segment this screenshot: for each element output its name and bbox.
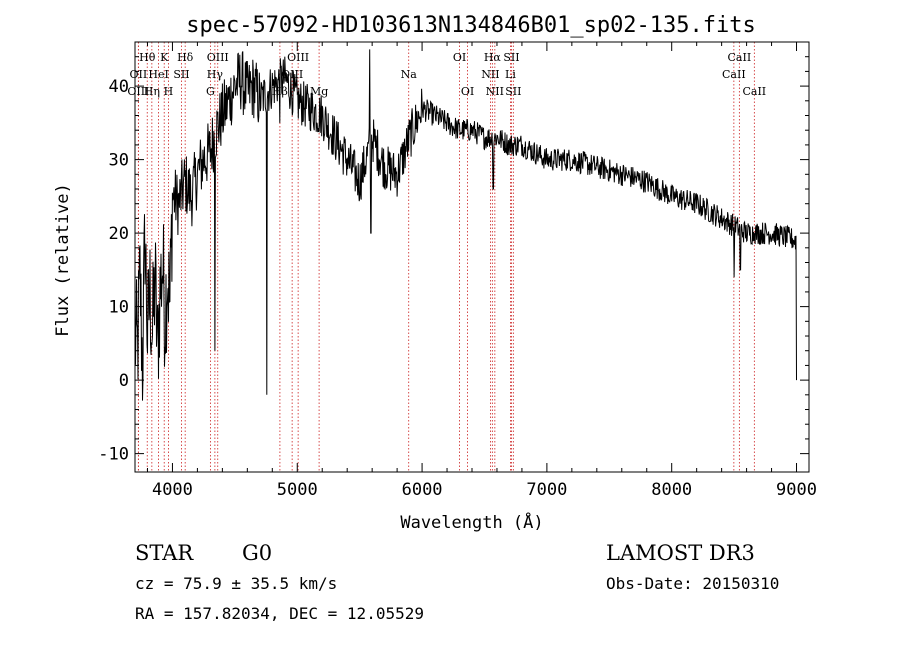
survey-name: LAMOST DR3 xyxy=(606,541,755,565)
line-marker-label-19: Hα xyxy=(484,51,502,64)
line-marker-label-18: OI xyxy=(461,85,474,98)
y-tick-label: 40 xyxy=(109,77,129,97)
object-class: STAR xyxy=(135,541,194,565)
y-tick-label: -10 xyxy=(98,445,129,465)
y-tick-label: 0 xyxy=(119,371,129,391)
x-tick-label: 4000 xyxy=(152,480,193,500)
line-marker-label-25: CaII xyxy=(728,51,752,64)
obs-date-text: Obs-Date: 20150310 xyxy=(606,574,779,593)
x-axis-label: Wavelength (Å) xyxy=(400,511,543,533)
y-tick-label: 20 xyxy=(109,224,129,244)
line-marker-label-11: G xyxy=(206,85,215,98)
line-marker-label-16: Na xyxy=(401,68,418,81)
line-marker-label-26: CaII xyxy=(722,68,746,81)
line-marker-label-27: CaII xyxy=(742,85,766,98)
line-marker-label-12: OIII xyxy=(287,51,309,64)
y-tick-label: 10 xyxy=(109,298,129,318)
line-marker-label-17: OI xyxy=(453,51,466,64)
plot-frame xyxy=(134,41,810,473)
line-marker-label-3: Hη xyxy=(144,85,160,98)
line-marker-label-23: NII xyxy=(486,85,504,98)
spectrum-series xyxy=(134,49,797,401)
line-marker-label-20: SII xyxy=(503,51,519,64)
line-marker-label-22: Li xyxy=(505,68,516,81)
axis-ticks: 4000 5000 6000 7000 8000 9000 -10 0 10 20 30 40 xyxy=(98,42,817,500)
line-marker-label-7: SII xyxy=(173,68,189,81)
line-marker-label-4: Hδ xyxy=(177,51,194,64)
line-marker-label-0: Hθ xyxy=(139,51,156,64)
y-axis-label: Flux (relative) xyxy=(53,183,73,337)
coords-text: RA = 157.82034, DEC = 12.05529 xyxy=(135,604,424,623)
line-marker-label-10: Hγ xyxy=(207,68,224,81)
line-marker-label-2: OIII xyxy=(127,85,149,98)
x-tick-label: 8000 xyxy=(651,480,692,500)
line-marker-label-6: HeI xyxy=(148,68,168,81)
line-marker-label-8: H xyxy=(164,85,174,98)
redshift-text: cz = 75.9 ± 35.5 km/s xyxy=(135,574,337,593)
line-marker-label-15: Mg xyxy=(310,85,328,98)
x-tick-label: 5000 xyxy=(277,480,318,500)
y-tick-label: 30 xyxy=(109,151,129,171)
object-subclass: G0 xyxy=(242,541,272,565)
line-marker-label-9: OIII xyxy=(207,51,229,64)
line-marker-label-5: K xyxy=(160,51,169,64)
line-marker-label-24: SII xyxy=(505,85,521,98)
x-tick-label: 6000 xyxy=(402,480,443,500)
line-marker-label-1: OII xyxy=(130,68,148,81)
x-tick-label: 9000 xyxy=(776,480,817,500)
spectrum-line xyxy=(134,49,797,401)
chart-title: spec-57092-HD103613N134846B01_sp02-135.f… xyxy=(186,13,756,38)
x-tick-label: 7000 xyxy=(526,480,567,500)
line-marker-label-21: NII xyxy=(481,68,499,81)
